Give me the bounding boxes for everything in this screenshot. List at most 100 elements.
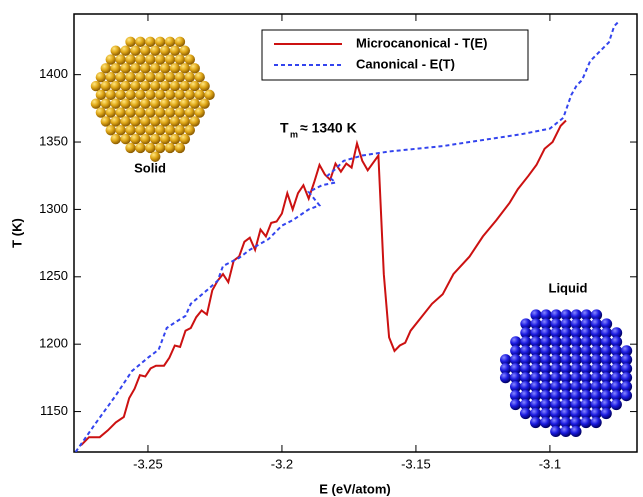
annotation-symbol: T (280, 120, 289, 136)
atom (125, 37, 135, 47)
atom (140, 134, 150, 144)
atom (150, 63, 160, 73)
atom (185, 107, 195, 117)
atom (111, 99, 121, 109)
atom (91, 99, 101, 109)
atom (155, 72, 165, 82)
atom (111, 134, 121, 144)
atom (106, 107, 116, 117)
atom (111, 116, 121, 126)
atom (101, 99, 111, 109)
x-tick-label: -3.1 (539, 456, 561, 471)
atom (140, 63, 150, 73)
atom (180, 134, 190, 144)
atom (125, 125, 135, 135)
atom (130, 99, 140, 109)
atom (140, 45, 150, 55)
atom (180, 63, 190, 73)
atom (170, 81, 180, 91)
atom (160, 116, 170, 126)
atom (111, 63, 121, 73)
atom (96, 107, 106, 117)
y-tick-label: 1250 (39, 268, 68, 283)
x-tick-label: -3.25 (133, 456, 163, 471)
atom (120, 45, 130, 55)
x-tick-label: -3.2 (271, 456, 293, 471)
atom (520, 408, 531, 419)
atom (175, 72, 185, 82)
atom (560, 426, 571, 437)
atom (160, 63, 170, 73)
atom (96, 90, 106, 100)
atom (185, 72, 195, 82)
atom (150, 99, 160, 109)
x-tick-label: -3.15 (401, 456, 431, 471)
atom (135, 54, 145, 64)
atom (120, 63, 130, 73)
atom (170, 63, 180, 73)
atom (180, 45, 190, 55)
atom (101, 81, 111, 91)
atom (591, 417, 602, 428)
atom (530, 417, 541, 428)
atom (125, 107, 135, 117)
atom (190, 116, 200, 126)
y-tick-label: 1350 (39, 133, 68, 148)
atom (115, 72, 125, 82)
atom (115, 125, 125, 135)
atom (125, 90, 135, 100)
atom (120, 134, 130, 144)
x-axis-label: E (eV/atom) (319, 481, 391, 496)
atom (601, 408, 612, 419)
atom (160, 81, 170, 91)
atom (155, 90, 165, 100)
atom (165, 107, 175, 117)
atom (125, 54, 135, 64)
atom (155, 143, 165, 153)
atom (135, 90, 145, 100)
solid-label: Solid (134, 160, 166, 175)
annotation-subscript: m (290, 129, 298, 139)
legend-label: Canonical - E(T) (356, 56, 455, 71)
atom (111, 45, 121, 55)
atom (185, 90, 195, 100)
y-tick-label: 1150 (40, 403, 68, 418)
atom (199, 81, 209, 91)
atom (175, 54, 185, 64)
atom (155, 125, 165, 135)
atom (190, 81, 200, 91)
legend-label: Microcanonical - T(E) (356, 35, 487, 50)
atom (621, 390, 632, 401)
atom (155, 37, 165, 47)
atom (155, 54, 165, 64)
atom (125, 72, 135, 82)
atom (96, 72, 106, 82)
atom (160, 45, 170, 55)
atom (150, 116, 160, 126)
atom (150, 45, 160, 55)
atom (106, 125, 116, 135)
atom (165, 143, 175, 153)
atom (180, 99, 190, 109)
atom (91, 81, 101, 91)
atom (170, 116, 180, 126)
atom (170, 45, 180, 55)
atom (194, 72, 204, 82)
atom (130, 116, 140, 126)
y-tick-label: 1400 (39, 66, 68, 81)
atom (140, 99, 150, 109)
atom (115, 54, 125, 64)
atom (130, 45, 140, 55)
atom (150, 134, 160, 144)
atom (190, 63, 200, 73)
atom (120, 116, 130, 126)
atom (170, 99, 180, 109)
atom (135, 125, 145, 135)
atom (175, 37, 185, 47)
atom (106, 54, 116, 64)
atom (170, 134, 180, 144)
atom (106, 72, 116, 82)
atom (135, 107, 145, 117)
atom (125, 143, 135, 153)
liquid-label: Liquid (549, 280, 588, 295)
